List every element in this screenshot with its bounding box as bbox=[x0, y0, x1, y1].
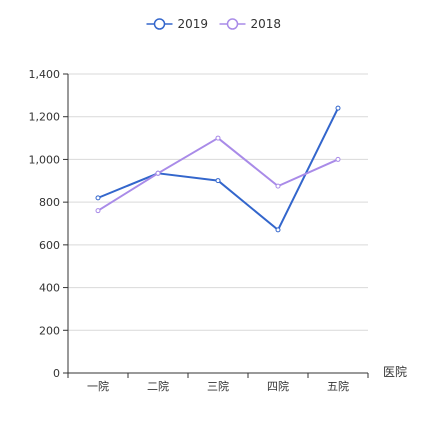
y-tick-label: 800 bbox=[39, 196, 60, 209]
grid-lines bbox=[68, 73, 368, 331]
y-axis: 0 200 400 600 800 1,000 1,200 1,400 bbox=[29, 68, 69, 380]
legend-item-2018[interactable]: 2018 bbox=[219, 17, 282, 31]
legend-label: 2019 bbox=[178, 17, 209, 31]
series-layer bbox=[95, 105, 341, 233]
y-tick-label: 0 bbox=[53, 367, 60, 380]
data-point bbox=[215, 135, 221, 141]
x-axis-title: 医院 bbox=[383, 365, 407, 379]
x-axis: 一院 二院 三院 四院 五院 bbox=[67, 372, 369, 393]
data-point bbox=[95, 208, 101, 214]
x-tick-label: 四院 bbox=[267, 379, 289, 393]
data-point bbox=[275, 227, 281, 233]
data-point bbox=[95, 195, 101, 201]
y-tick-label: 200 bbox=[39, 324, 60, 337]
legend-label: 2018 bbox=[251, 17, 282, 31]
data-point bbox=[335, 156, 341, 162]
x-tick-label: 五院 bbox=[327, 379, 349, 393]
legend[interactable]: 2019 2018 bbox=[146, 17, 282, 31]
data-point bbox=[275, 183, 281, 189]
x-tick-label: 一院 bbox=[87, 379, 109, 393]
x-tick-label: 二院 bbox=[147, 379, 169, 393]
series-line-2018 bbox=[97, 137, 339, 212]
data-point bbox=[335, 105, 341, 111]
x-tick-label: 三院 bbox=[207, 379, 229, 393]
legend-marker-icon bbox=[226, 18, 239, 30]
y-tick-label: 1,400 bbox=[29, 68, 61, 81]
y-tick-label: 600 bbox=[39, 239, 60, 252]
y-tick-label: 400 bbox=[39, 282, 60, 295]
series-line-2019 bbox=[97, 107, 339, 231]
legend-item-2019[interactable]: 2019 bbox=[146, 17, 209, 31]
legend-marker-icon bbox=[153, 18, 166, 30]
data-point bbox=[215, 178, 221, 184]
data-point bbox=[155, 170, 161, 176]
y-tick-label: 1,200 bbox=[29, 111, 61, 124]
y-tick-label: 1,000 bbox=[29, 153, 61, 166]
